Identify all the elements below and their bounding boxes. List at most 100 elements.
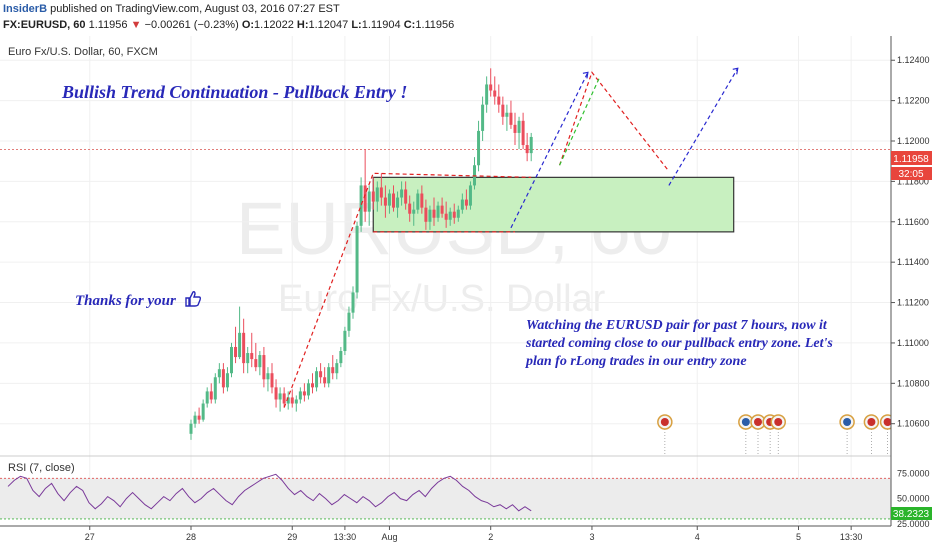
candle-body (327, 367, 331, 384)
time-tick-label: 28 (186, 532, 196, 542)
candle-body (513, 124, 517, 133)
candle-body (355, 225, 359, 293)
candle-body (347, 312, 351, 331)
price-tick-label: 1.11800 (897, 176, 929, 186)
candle-body (234, 346, 238, 358)
candle-body (477, 130, 481, 166)
candle-body (408, 203, 412, 214)
chart-canvas[interactable]: EURUSD, 60 Euro Fx/U.S. Dollar 1.124001.… (0, 36, 932, 550)
candle-body (416, 193, 420, 210)
price-tick-label: 1.10600 (897, 419, 930, 429)
candle-body (278, 393, 282, 400)
price-tick-label: 1.11200 (897, 298, 929, 308)
high-label: H: (296, 19, 309, 31)
countdown-badge: 32:05 (898, 169, 923, 180)
candle-body (323, 377, 327, 384)
rsi-tick-label: 50.0000 (897, 494, 930, 504)
rsi-pane (0, 455, 932, 520)
candle-body (436, 205, 440, 218)
chart-title: Euro Fx/U.S. Dollar, 60, FXCM (8, 46, 158, 58)
countdown-badge-bg (891, 167, 932, 180)
candle-body (306, 383, 310, 396)
close-label: C: (403, 19, 416, 31)
price-tick-label: 1.11000 (897, 338, 929, 348)
candle-body (298, 391, 302, 400)
price-axis[interactable]: 1.12400 1.12200 1.12000 1.11800 1.11600 1.114… (890, 36, 932, 550)
high-value: 1.12047 (308, 19, 349, 31)
candle-body (254, 359, 258, 368)
candle-body (189, 423, 193, 434)
author-link[interactable]: InsiderB (3, 3, 48, 15)
candle-body (489, 84, 493, 91)
candle-body (367, 191, 371, 212)
down-arrow-icon: ▼ (130, 19, 142, 31)
candle-body (302, 391, 306, 396)
event-marker-dot (774, 418, 783, 426)
candle-body (262, 355, 266, 380)
blue-target-line (668, 68, 739, 186)
open-label: O: (241, 19, 255, 31)
event-marker-dot (883, 418, 892, 426)
candle-body (481, 104, 485, 131)
rsi-label: RSI (7, close) (8, 462, 75, 474)
annotation-thanks: Thanks for your (75, 290, 202, 310)
candle-body (266, 373, 270, 380)
candle-body (375, 187, 379, 202)
last-price-badge: 1.11958 (893, 154, 929, 165)
candle-body (460, 199, 464, 210)
red-pullback-line (558, 71, 670, 172)
candle-body (274, 387, 278, 400)
candle-body (456, 209, 460, 218)
candle-body (525, 145, 529, 154)
candle-body (197, 415, 201, 420)
candle-body (517, 120, 521, 133)
time-tick-label: 29 (287, 532, 297, 542)
candle-body (286, 397, 290, 404)
event-marker-dot (660, 418, 669, 426)
open-value: 1.12022 (254, 19, 294, 31)
event-marker-dot (754, 418, 762, 426)
candle-body (221, 369, 225, 388)
candle-body (485, 84, 489, 105)
candle-body (290, 397, 294, 404)
candle-body (225, 373, 229, 388)
last-price-value: 1.11956 (88, 19, 128, 31)
candle-body (339, 351, 343, 364)
candle-body (379, 187, 383, 198)
candle-body (428, 209, 432, 222)
time-tick-label: 3 (589, 532, 594, 542)
time-tick-label: 2 (488, 532, 493, 542)
candle-body (315, 371, 319, 388)
rsi-value-badge-bg (891, 507, 932, 520)
candle-body (444, 213, 448, 220)
candle-body (238, 332, 242, 358)
annotation-watching: Watching the EURUSD pair for past 7 hour… (526, 318, 833, 369)
event-markers (657, 414, 896, 454)
time-axis[interactable]: 27 28 29 13:30 Aug 2 3 4 5 13:30 (0, 525, 891, 542)
candle-body (250, 353, 254, 360)
rsi-band (0, 478, 891, 519)
green-swing-line (559, 76, 601, 166)
change-value: −0.00261 (−0.23%) (144, 19, 239, 31)
candle-body (331, 367, 335, 374)
candle-body (371, 191, 375, 202)
candle-body (343, 330, 347, 352)
time-tick-label: 5 (796, 532, 801, 542)
candle-body (319, 371, 323, 378)
rsi-tick-label: 25.0000 (897, 519, 930, 529)
candle-body (420, 193, 424, 208)
price-tick-label: 1.12400 (897, 55, 930, 65)
price-tick-label: 1.11400 (897, 257, 929, 267)
candle-body (424, 207, 428, 222)
blue-arrow-head-icon (582, 71, 589, 79)
publish-info: InsiderB published on TradingView.com, A… (3, 3, 340, 15)
rsi-tick-label: 75.0000 (897, 468, 930, 478)
candle-body (468, 185, 472, 206)
candle-body (452, 211, 456, 218)
price-axis-bg (891, 36, 932, 550)
candle-body (242, 332, 246, 364)
price-tick-label: 1.10800 (897, 378, 930, 388)
symbol-label: FX:EURUSD, 60 (3, 19, 86, 31)
candle-body (230, 346, 233, 374)
low-value: 1.11904 (361, 19, 401, 31)
